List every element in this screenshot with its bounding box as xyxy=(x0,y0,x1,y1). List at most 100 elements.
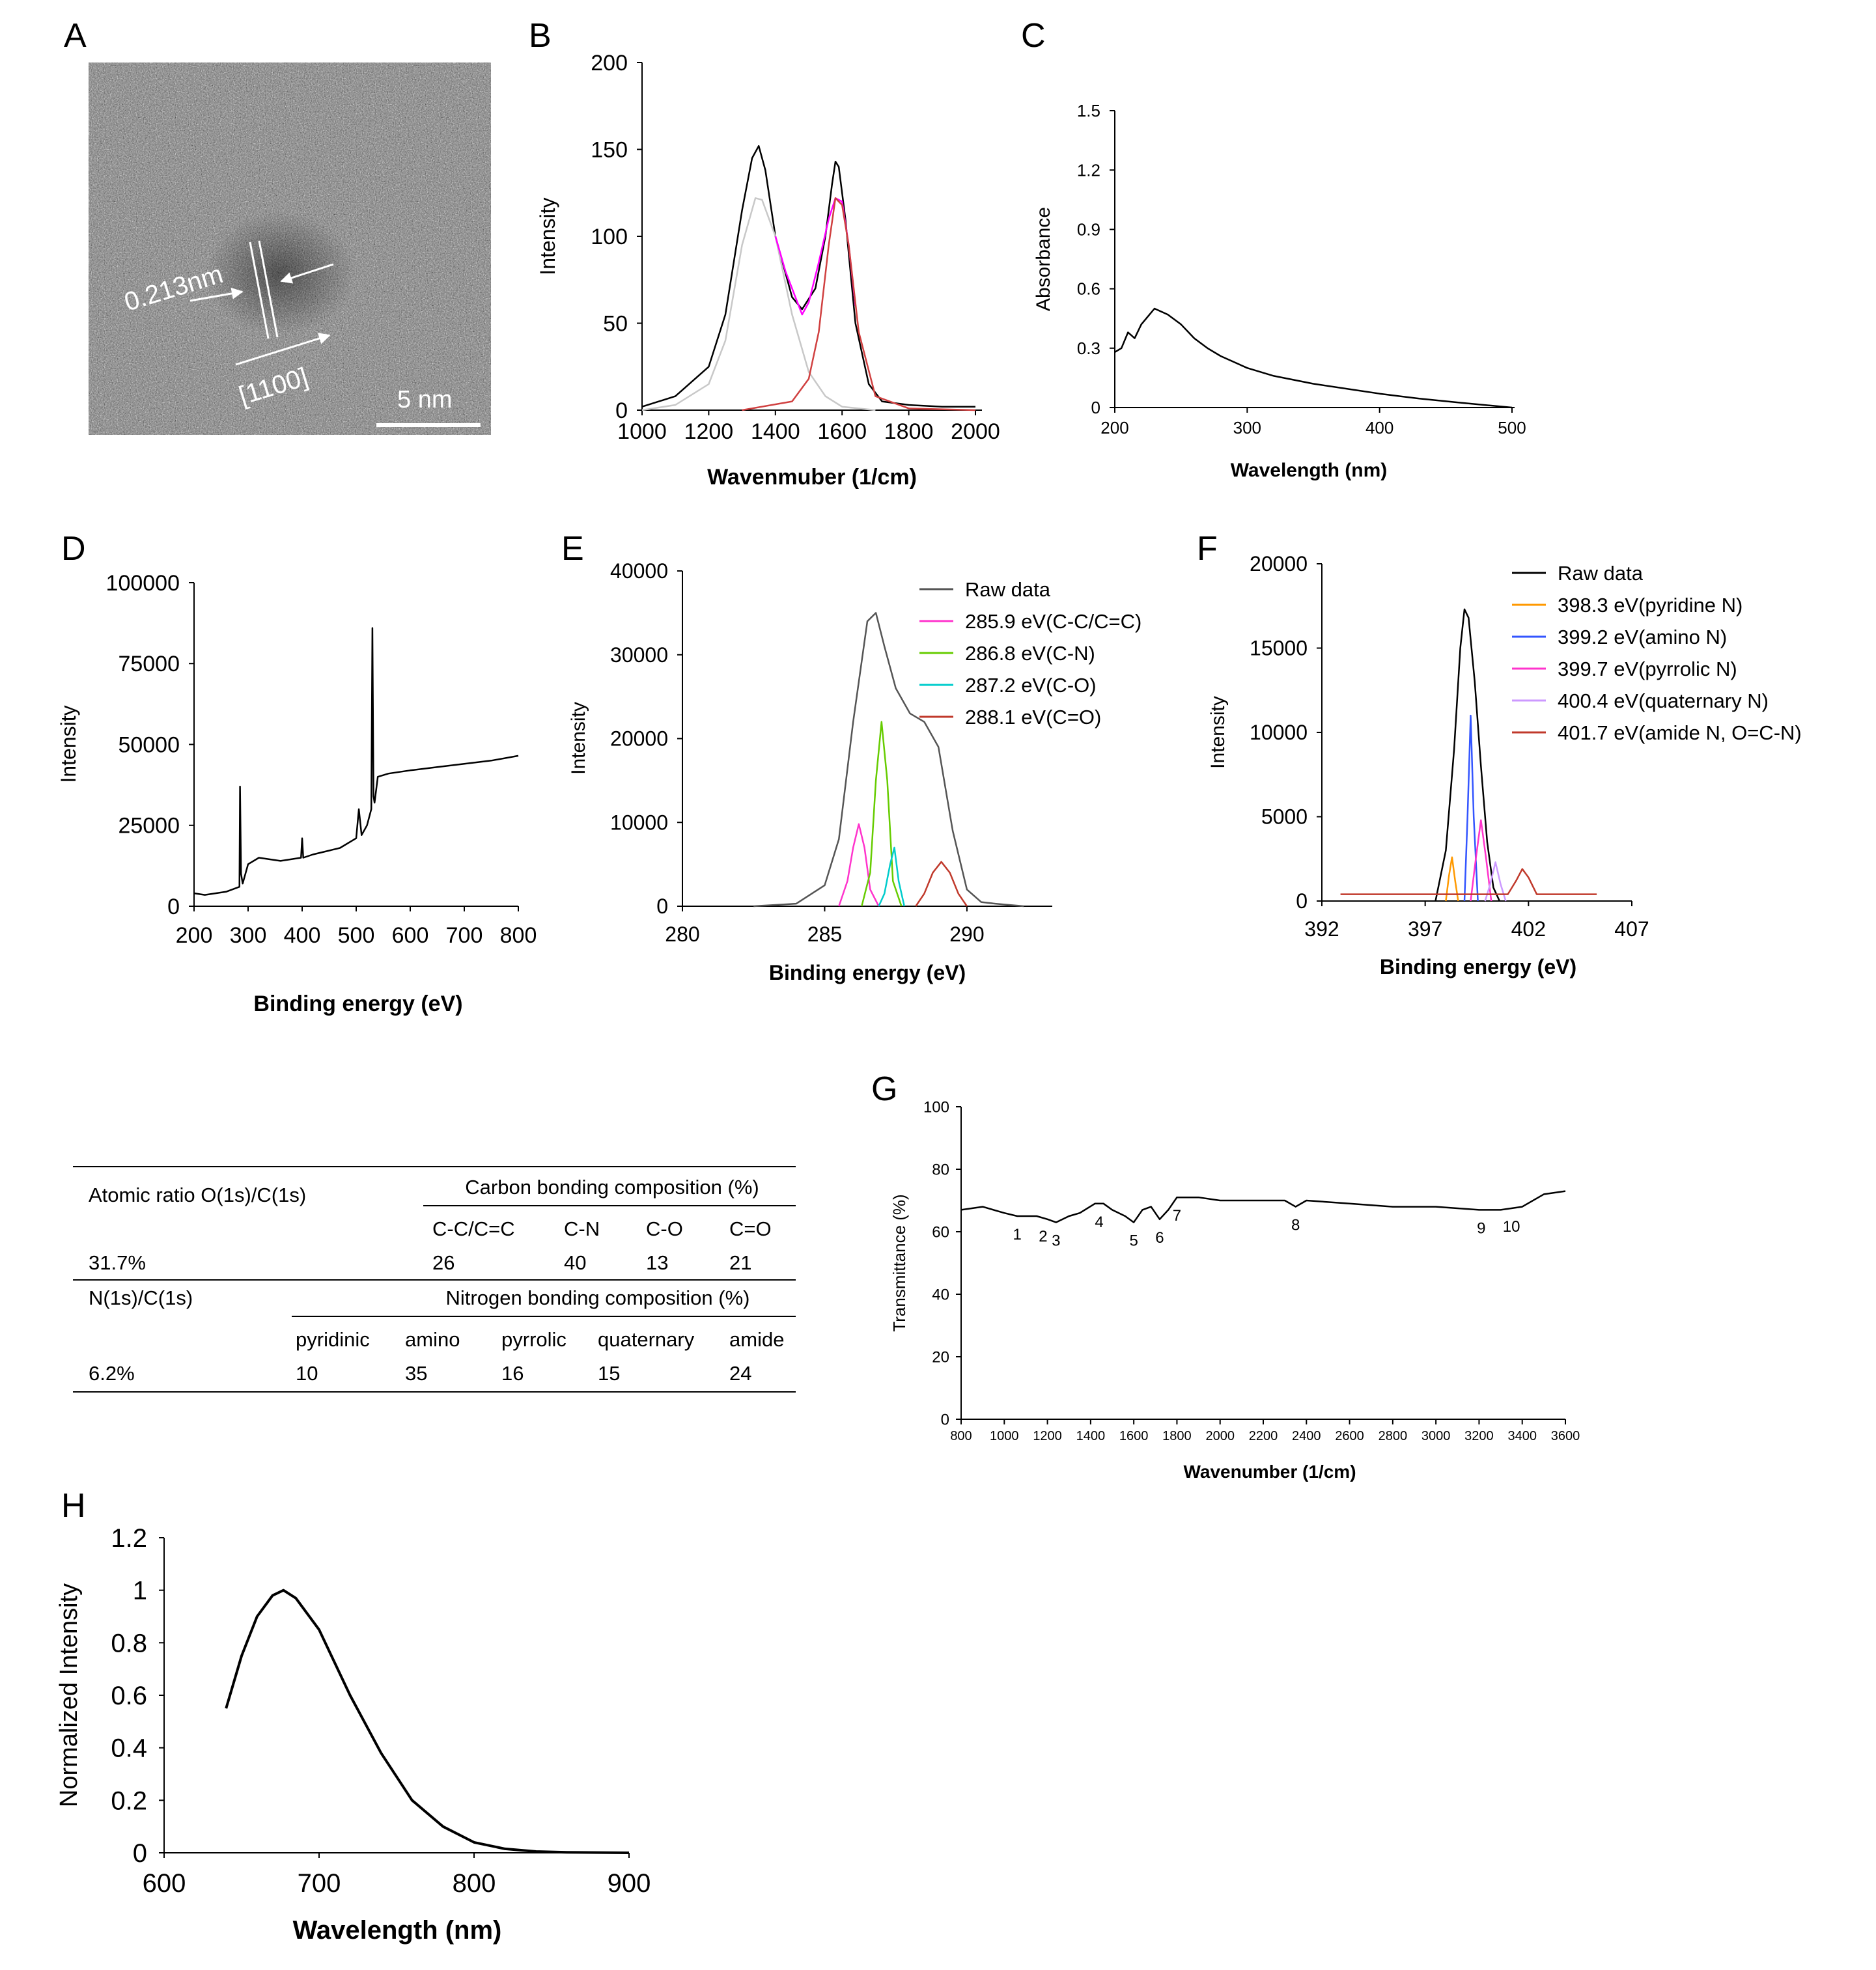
chart-h: 600 700 800 900 0 0.2 0.4 0.6 0.8 1 1.2 Wavelength… xyxy=(55,1524,651,1945)
chart-d-x-tick-label: 700 xyxy=(446,923,483,948)
chart-f-x-tick-label: 392 xyxy=(1304,917,1339,941)
chart-e-y-tick-label: 10000 xyxy=(610,811,668,834)
chart-f-series-line xyxy=(1340,868,1597,895)
chart-g-x-tick-label: 3400 xyxy=(1507,1429,1537,1443)
chart-d-xlabel: Binding energy (eV) xyxy=(253,992,462,1016)
chart-g-x-tick-label: 3600 xyxy=(1551,1429,1580,1443)
chart-b-x-tick-label: 2000 xyxy=(951,419,1000,444)
chart-c-x-tick-label: 200 xyxy=(1100,418,1128,437)
nitrogen-value: 15 xyxy=(598,1362,620,1385)
chart-g-x-tick-label: 2800 xyxy=(1379,1429,1408,1443)
chart-d-y-tick-label: 75000 xyxy=(118,652,180,676)
chart-g-x-tick-label: 2600 xyxy=(1335,1429,1364,1443)
carbon-value: 40 xyxy=(564,1251,586,1274)
chart-h-y-tick-label: 1.2 xyxy=(111,1524,147,1553)
chart-e: 280 285 290 0 10000 20000 30000 40000 Raw data 2… xyxy=(568,559,1141,984)
chart-b-y-tick-label: 200 xyxy=(591,51,628,76)
chart-c-x-tick-label: 300 xyxy=(1233,418,1261,437)
chart-e-series-line xyxy=(915,861,968,907)
chart-d-x-tick-label: 400 xyxy=(284,923,321,948)
carbon-value: 21 xyxy=(729,1251,751,1274)
chart-e-y-tick-label: 0 xyxy=(656,895,668,918)
chart-g-x-tick-label: 2400 xyxy=(1292,1429,1321,1443)
chart-g-x-tick-label: 2000 xyxy=(1205,1429,1235,1443)
chart-h-series-line xyxy=(225,1588,630,1854)
chart-c-xlabel: Wavelength (nm) xyxy=(1231,460,1388,481)
chart-e-x-tick-label: 285 xyxy=(807,923,842,946)
spacing-arrow-left xyxy=(189,287,244,302)
nitrogen-col-header: pyrrolic xyxy=(501,1328,567,1351)
chart-b-x-tick-label: 1400 xyxy=(751,419,800,444)
chart-h-y-tick-label: 0.4 xyxy=(111,1734,147,1763)
chart-d-ylabel: Intensity xyxy=(57,705,80,783)
chart-b: 1000 1200 1400 1600 1800 2000 0 50 100 150 200 Wav… xyxy=(536,51,1000,490)
n-ratio-label: N(1s)/C(1s) xyxy=(89,1286,193,1309)
chart-e-xlabel: Binding energy (eV) xyxy=(769,961,966,984)
chart-g-series-line xyxy=(960,1190,1566,1223)
chart-f-legend-label: 400.4 eV(quaternary N) xyxy=(1558,689,1769,712)
chart-f-series-line xyxy=(1484,861,1507,902)
chart-d-y-tick-label: 100000 xyxy=(106,571,180,596)
panel-letter-h: H xyxy=(61,1487,86,1525)
nitrogen-col-header: amide xyxy=(729,1328,784,1351)
chart-f-x-tick-label: 407 xyxy=(1614,917,1649,941)
chart-e-x-tick-label: 280 xyxy=(665,923,699,946)
panel-letter-d: D xyxy=(61,530,86,568)
chart-g-x-tick-label: 1000 xyxy=(990,1429,1019,1443)
chart-d-x-tick-label: 800 xyxy=(500,923,537,948)
chart-c: 200 300 400 500 0 0.3 0.6 0.9 1.2 1.5 Wavelength … xyxy=(1033,101,1526,481)
chart-b-series-line xyxy=(641,197,876,411)
chart-b-x-tick-label: 1000 xyxy=(617,419,667,444)
chart-g-peak-label: 7 xyxy=(1173,1207,1181,1225)
carbon-value: 13 xyxy=(646,1251,668,1274)
chart-b-xlabel: Wavenmuber (1/cm) xyxy=(707,465,917,490)
direction-arrow xyxy=(235,333,331,366)
chart-b-ylabel: Intensity xyxy=(536,197,559,275)
chart-f-y-tick-label: 5000 xyxy=(1261,805,1308,829)
chart-g-x-tick-label: 1600 xyxy=(1119,1429,1149,1443)
nitrogen-value: 16 xyxy=(501,1362,524,1385)
chart-f: 392 397 402 407 0 5000 10000 15000 20000 Raw dat… xyxy=(1207,552,1802,978)
chart-h-x-tick-label: 600 xyxy=(143,1869,186,1898)
chart-g-peak-label: 9 xyxy=(1477,1219,1485,1237)
scale-label: 5 nm xyxy=(397,386,452,413)
atomic-ratio-label: Atomic ratio O(1s)/C(1s) xyxy=(89,1184,306,1206)
chart-e-series-line xyxy=(878,846,906,907)
chart-h-y-tick-label: 0.8 xyxy=(111,1629,147,1658)
carbon-col-header: C-N xyxy=(564,1217,600,1240)
tem-image: 0.213nm [1100] 5 nm xyxy=(89,62,491,435)
panel-letter-g: G xyxy=(871,1070,897,1108)
chart-f-legend-label: Raw data xyxy=(1558,562,1644,585)
chart-d: 200 300 400 500 600 700 800 0 25000 50000 75000 100… xyxy=(57,571,537,1016)
carbon-value: 26 xyxy=(432,1251,455,1274)
chart-e-legend-label: 287.2 eV(C-O) xyxy=(965,674,1097,697)
chart-c-y-tick-label: 0.3 xyxy=(1077,339,1100,358)
chart-f-legend-label: 399.2 eV(amino N) xyxy=(1558,626,1727,648)
chart-d-y-tick-label: 0 xyxy=(167,895,180,919)
chart-c-x-tick-label: 400 xyxy=(1365,418,1393,437)
chart-f-series-line xyxy=(1445,856,1459,902)
chart-b-y-tick-label: 150 xyxy=(591,137,628,162)
chart-c-y-tick-label: 0.6 xyxy=(1077,279,1100,299)
chart-d-x-tick-label: 500 xyxy=(338,923,375,948)
chart-f-xlabel: Binding energy (eV) xyxy=(1380,955,1576,978)
chart-b-x-tick-label: 1800 xyxy=(884,419,934,444)
chart-g-peak-label: 5 xyxy=(1129,1232,1138,1250)
nitrogen-col-header: quaternary xyxy=(598,1328,695,1351)
chart-h-xlabel: Wavelength (nm) xyxy=(293,1916,502,1945)
chart-f-series-line xyxy=(1435,608,1501,902)
chart-e-y-tick-label: 20000 xyxy=(610,727,668,751)
chart-h-x-tick-label: 800 xyxy=(453,1869,496,1898)
lattice-fringe-marker xyxy=(258,240,279,338)
chart-c-y-tick-label: 1.2 xyxy=(1077,160,1100,180)
chart-g-y-tick-label: 0 xyxy=(941,1411,949,1428)
chart-f-series-line xyxy=(1470,819,1492,902)
chart-g-peak-label: 4 xyxy=(1095,1214,1103,1231)
carbon-composition-header: Carbon bonding composition (%) xyxy=(465,1176,759,1199)
chart-g-x-tick-label: 1400 xyxy=(1076,1429,1106,1443)
chart-f-x-tick-label: 397 xyxy=(1408,917,1442,941)
chart-f-y-tick-label: 20000 xyxy=(1250,552,1308,576)
chart-h-y-tick-label: 1 xyxy=(133,1577,147,1605)
chart-e-series-line xyxy=(838,823,880,907)
chart-g-y-tick-label: 20 xyxy=(932,1348,949,1366)
